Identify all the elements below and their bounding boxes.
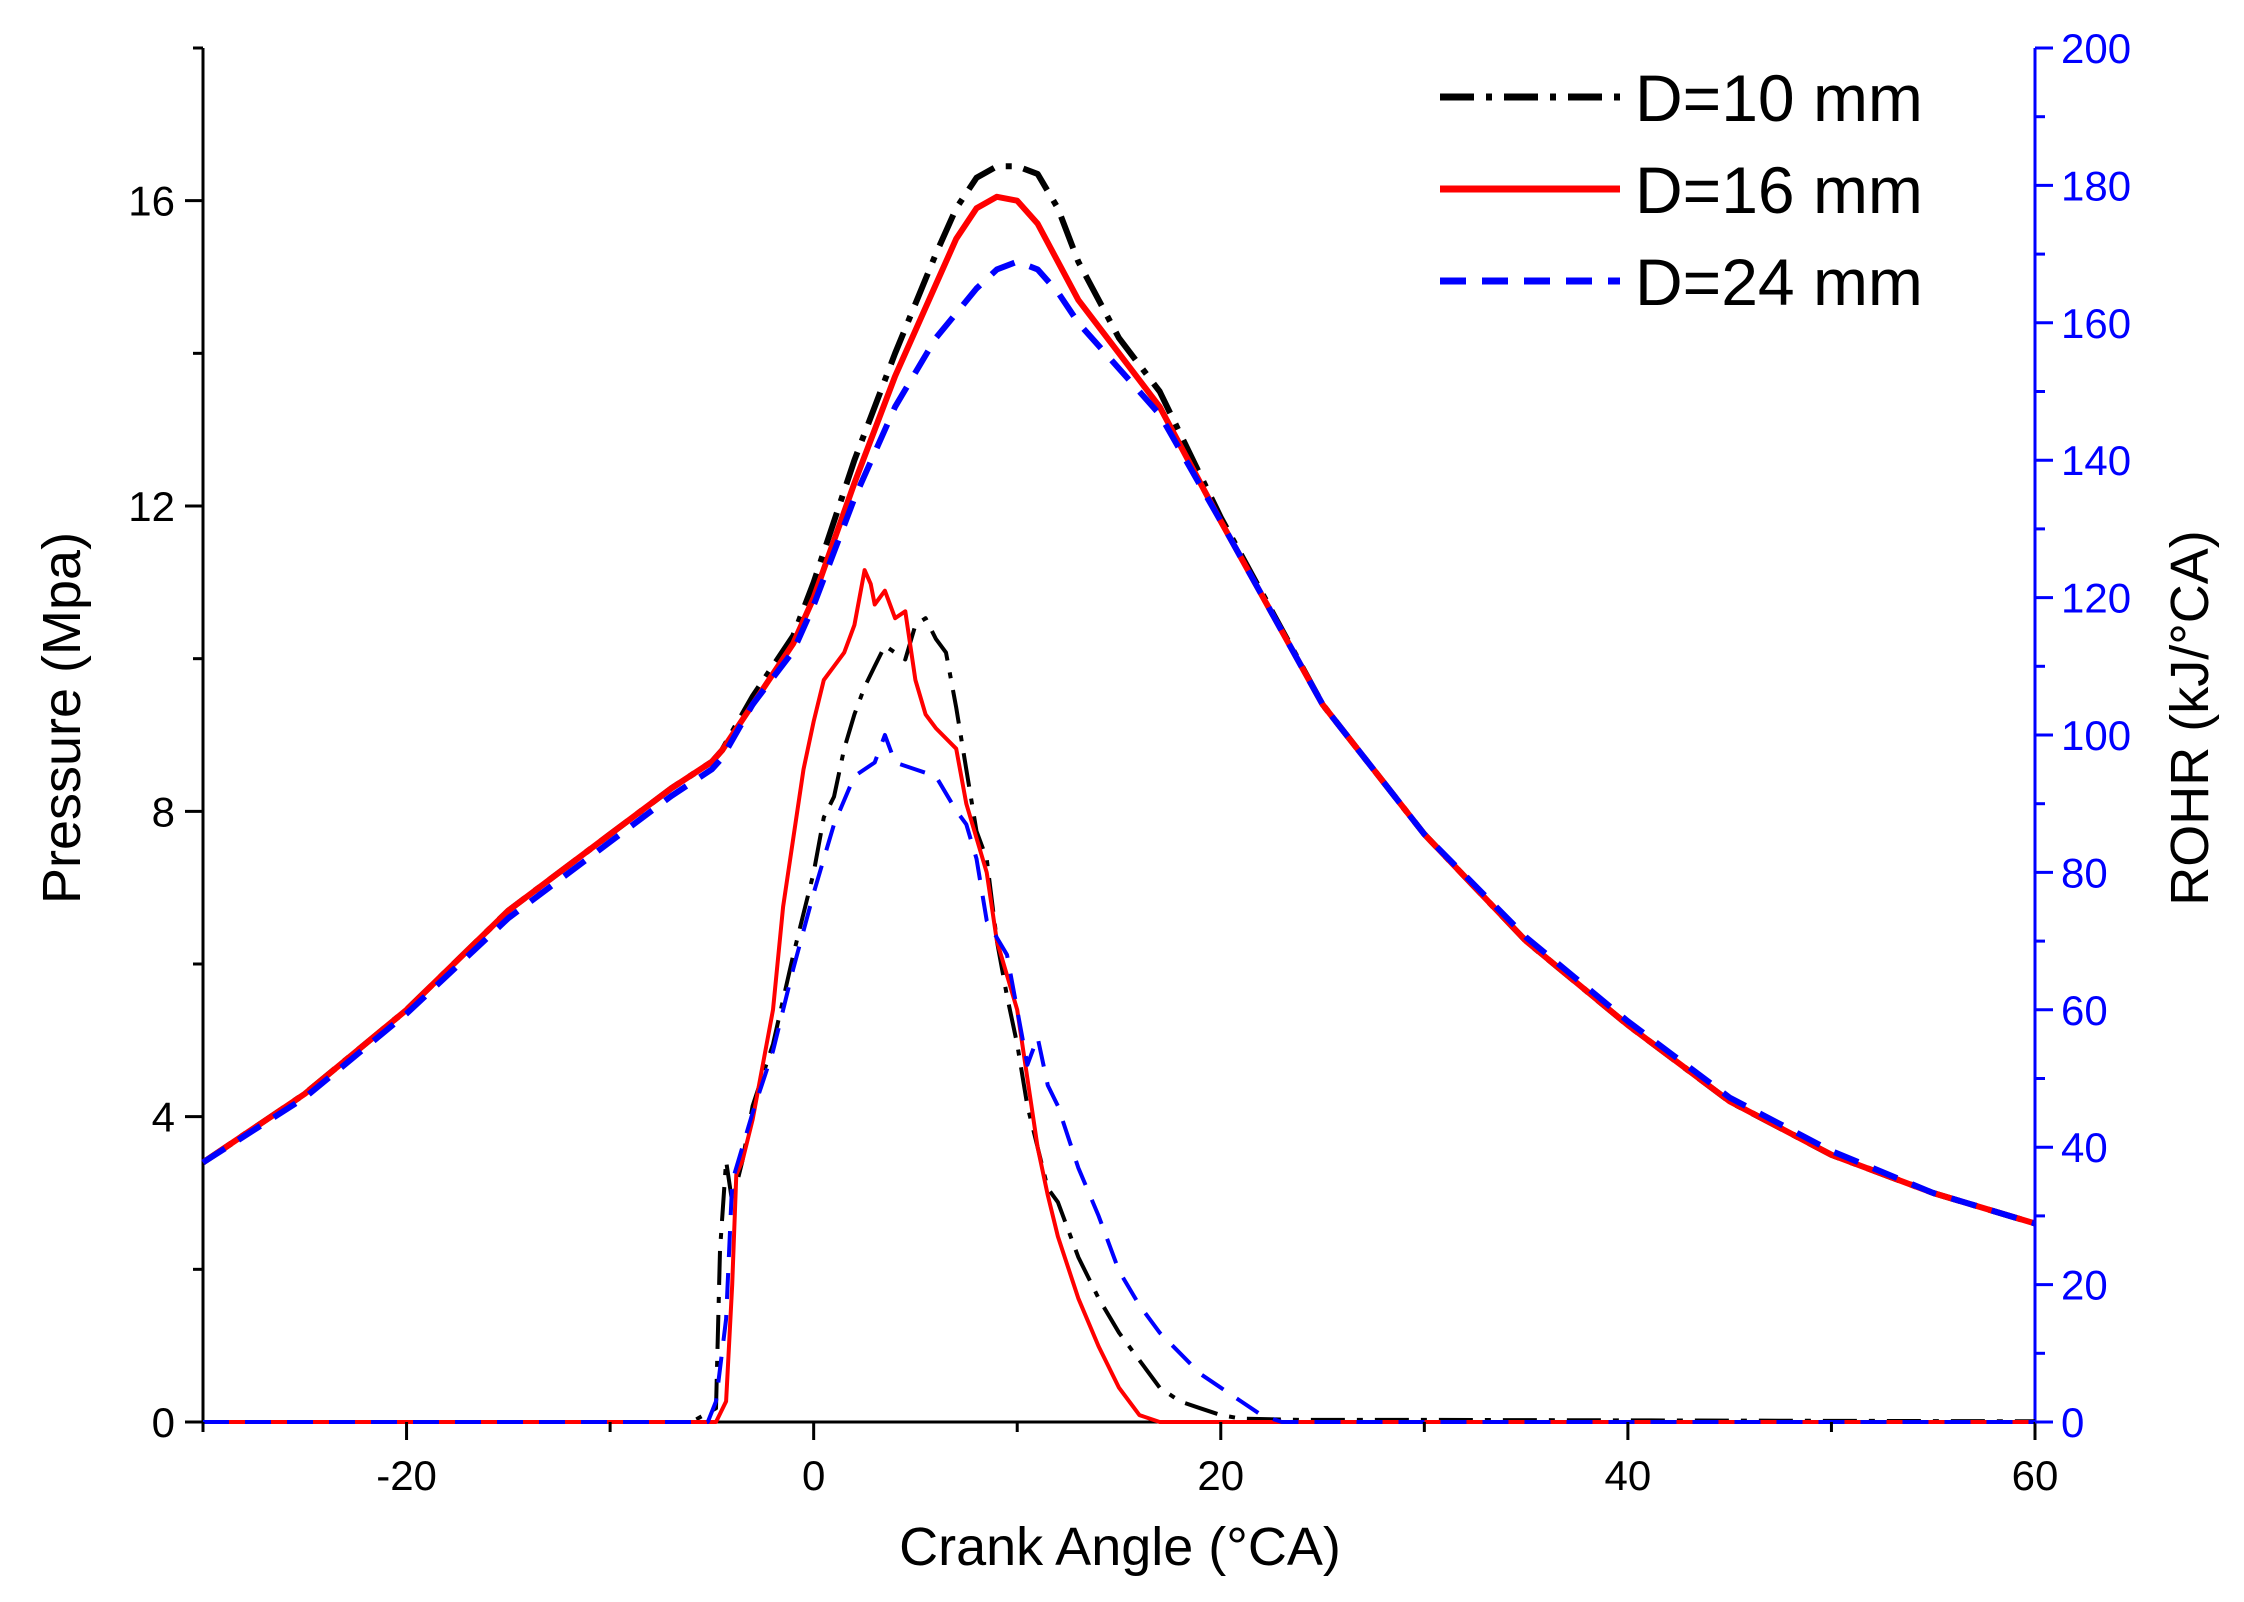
y-right-tick-label: 0	[2061, 1399, 2084, 1446]
y-left-tick-label: 12	[128, 483, 175, 530]
x-tick-label: 40	[1605, 1452, 1652, 1499]
legend-label-d-10-mm: D=10 mm	[1635, 61, 1923, 135]
x-tick-label: 20	[1197, 1452, 1244, 1499]
y-left-tick-label: 4	[152, 1094, 175, 1141]
y-right-axis-title: ROHR (kJ/°CA)	[2160, 530, 2220, 906]
legend-label-d-16-mm: D=16 mm	[1635, 153, 1923, 227]
y-right-tick-label: 140	[2061, 437, 2131, 484]
y-right-tick-label: 60	[2061, 987, 2108, 1034]
series-layer	[201, 163, 2036, 1424]
series-pressure-d-16-mm-line	[201, 193, 2036, 1227]
x-tick-label: 0	[802, 1452, 825, 1499]
y-right-tick-label: 180	[2061, 162, 2131, 209]
y-right-tick-label: 40	[2061, 1124, 2108, 1171]
y-left-tick-label: 16	[128, 178, 175, 225]
series-rohr-d-16-mm-line	[203, 568, 2035, 1424]
series-rohr-d-24-mm-line	[203, 733, 2035, 1424]
x-tick-label: -20	[376, 1452, 437, 1499]
ticks-layer: -20 0 20 40 60048121602040608010012014016018…	[128, 25, 2131, 1499]
legend-label-d-24-mm: D=24 mm	[1635, 245, 1923, 319]
y-right-tick-label: 80	[2061, 849, 2108, 896]
series-pressure-d-24-mm-line	[201, 258, 2036, 1227]
y-right-tick-label: 100	[2061, 712, 2131, 759]
y-left-axis-title: Pressure (Mpa)	[32, 532, 92, 904]
y-right-tick-label: 120	[2061, 575, 2131, 622]
y-left-tick-label: 0	[152, 1399, 175, 1446]
y-left-tick-label: 8	[152, 788, 175, 835]
series-pressure-d-10-mm-line	[201, 163, 2036, 1227]
series-rohr-d-10-mm-line	[203, 616, 2036, 1424]
y-right-tick-label: 200	[2061, 25, 2131, 72]
x-tick-label: 60	[2012, 1452, 2059, 1499]
x-axis-title: Crank Angle (°CA)	[899, 1517, 1341, 1577]
y-right-tick-label: 160	[2061, 300, 2131, 347]
legend: D=10 mm D=16 mm D=24 mm	[1440, 61, 1923, 319]
y-right-tick-label: 20	[2061, 1262, 2108, 1309]
